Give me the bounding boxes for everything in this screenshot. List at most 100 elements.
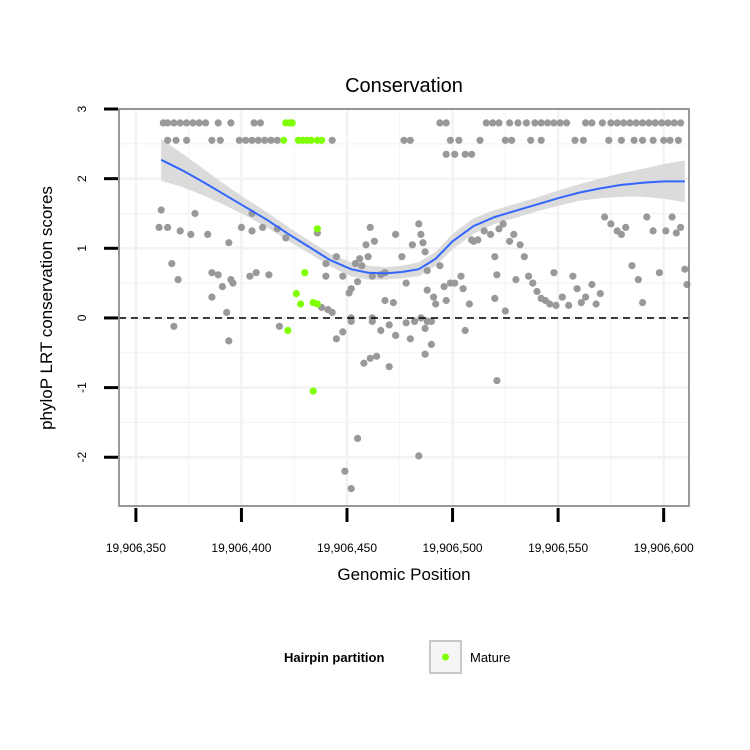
data-point-mature [284, 326, 292, 335]
data-point [552, 301, 560, 309]
data-point [214, 271, 222, 279]
legend-title: Hairpin partition [284, 650, 384, 665]
data-point [655, 269, 664, 277]
data-point [170, 322, 178, 330]
data-point [527, 136, 535, 144]
data-point [628, 262, 636, 270]
legend-key-dot [442, 653, 449, 661]
data-point [582, 119, 590, 127]
data-point [588, 119, 596, 127]
data-point [613, 119, 621, 127]
data-point [402, 279, 410, 287]
data-point [529, 279, 537, 287]
data-point [164, 136, 172, 144]
data-point [248, 227, 256, 235]
y-axis-title: phyloP LRT conservation scores [37, 186, 56, 430]
data-point [579, 136, 588, 144]
data-point [592, 300, 600, 308]
data-point [558, 293, 566, 301]
data-point [649, 136, 657, 144]
data-point [508, 136, 516, 144]
data-point [459, 285, 467, 293]
data-point [360, 359, 368, 367]
data-point [476, 136, 484, 144]
data-point [605, 136, 613, 144]
data-point [362, 241, 370, 249]
data-point [275, 322, 283, 330]
y-tick-label: 3 [75, 105, 89, 112]
data-point [392, 230, 400, 238]
data-point [208, 293, 216, 301]
data-point [668, 213, 676, 221]
data-point [345, 289, 353, 297]
data-point [415, 220, 423, 228]
data-point [252, 269, 260, 277]
data-point [254, 136, 262, 144]
x-tick-label: 19,906,550 [528, 541, 588, 555]
data-point [626, 119, 634, 127]
legend-label-mature: Mature [470, 650, 510, 665]
data-point [246, 272, 254, 280]
data-point [446, 136, 454, 144]
data-point [565, 301, 573, 309]
data-point [225, 239, 233, 247]
data-point [208, 136, 216, 144]
data-point [598, 119, 607, 127]
data-point [596, 290, 604, 298]
data-point [259, 223, 267, 231]
data-point-mature [318, 136, 326, 144]
data-point [639, 136, 647, 144]
data-point [328, 308, 336, 316]
data-point [400, 136, 408, 144]
data-point [465, 300, 473, 308]
data-point [531, 119, 539, 127]
data-point [366, 354, 374, 362]
data-point [493, 271, 501, 279]
data-point [370, 237, 378, 245]
data-point [328, 136, 336, 144]
data-point [480, 227, 488, 235]
y-tick-label: 0 [75, 314, 89, 321]
data-point [556, 119, 564, 127]
data-point [506, 237, 514, 245]
data-point [563, 119, 571, 127]
data-point [389, 299, 397, 307]
data-point [157, 206, 165, 214]
data-point [569, 272, 577, 280]
data-point [216, 136, 224, 144]
smooth-line-layer [119, 158, 689, 319]
x-tick-label: 19,906,450 [317, 541, 377, 555]
data-point [666, 136, 674, 144]
data-point [482, 119, 490, 127]
data-point [164, 119, 172, 127]
data-point [491, 253, 499, 261]
data-point [421, 350, 429, 358]
data-point [506, 119, 514, 127]
data-point [332, 335, 340, 343]
data-point [495, 119, 503, 127]
data-point [512, 276, 520, 284]
y-tick-label: -2 [75, 452, 89, 463]
data-point [607, 220, 615, 228]
data-point [322, 260, 330, 268]
data-point [402, 319, 410, 327]
data-point [436, 262, 444, 270]
data-point [341, 467, 349, 475]
data-point [155, 223, 163, 231]
data-point [411, 317, 419, 325]
data-point [660, 136, 668, 144]
data-point-mature [307, 136, 315, 144]
data-point [164, 223, 172, 231]
data-point [351, 260, 359, 268]
data-point [427, 317, 435, 325]
data-point [537, 119, 545, 127]
data-point [398, 253, 406, 261]
data-point [639, 299, 647, 307]
data-point [455, 136, 463, 144]
data-point [546, 300, 554, 308]
data-point [174, 276, 182, 284]
data-point [187, 230, 195, 238]
data-point-mature [288, 119, 296, 127]
data-point-mature [301, 269, 309, 277]
data-point [520, 253, 528, 261]
